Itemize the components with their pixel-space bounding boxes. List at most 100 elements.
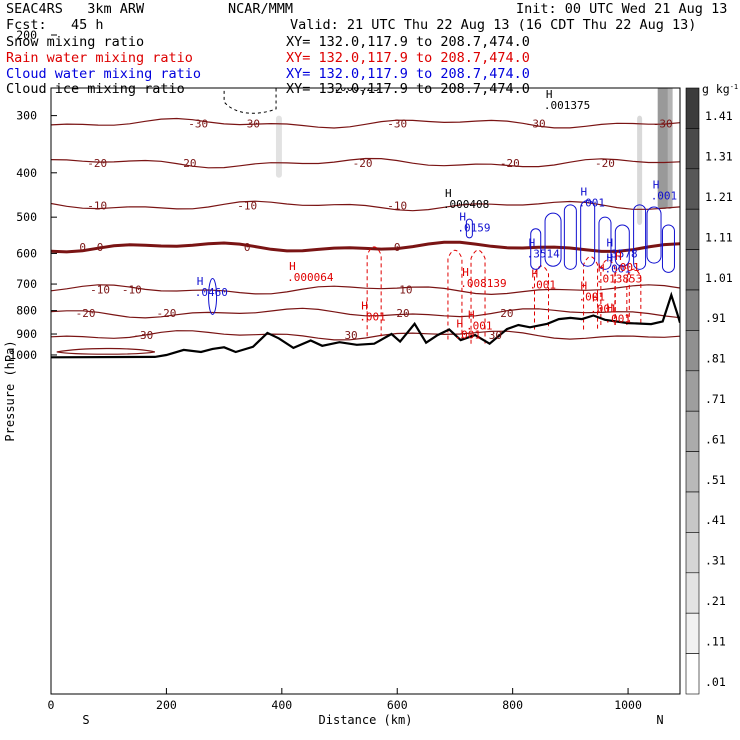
colorbar-segment bbox=[685, 87, 700, 129]
y-tick-label: 300 bbox=[16, 109, 37, 123]
colorbar-label: .21 bbox=[705, 594, 726, 608]
cloud-water-contour bbox=[530, 228, 542, 270]
maximum-value-label: .000523 bbox=[333, 81, 379, 94]
maximum-value-label: .001 bbox=[613, 261, 640, 274]
temperature-contour-label: -20 bbox=[156, 307, 176, 320]
maximum-value-label: .000064 bbox=[287, 271, 334, 284]
maximum-marker: H bbox=[459, 211, 466, 224]
colorbar-unit-exponent: -1 bbox=[730, 83, 738, 91]
colorbar-segment bbox=[685, 249, 700, 291]
maximum-marker: H bbox=[607, 237, 614, 250]
rain-contour bbox=[626, 268, 642, 325]
x-tick-label: 1000 bbox=[614, 698, 642, 712]
snow-shading bbox=[275, 115, 282, 178]
y-tick-label: 700 bbox=[16, 277, 37, 291]
maximum-value-label: .001 bbox=[579, 197, 606, 210]
temperature-contour-label: 30 bbox=[489, 329, 502, 342]
colorbar-segment bbox=[685, 532, 700, 574]
field-ice-name: Cloud ice mixing ratio bbox=[6, 81, 185, 97]
field-snow-name: Snow mixing ratio bbox=[6, 34, 145, 50]
field-snow-xy: XY= 132.0,117.9 to 208.7,474.0 bbox=[286, 34, 530, 50]
init-time: Init: 00 UTC Wed 21 Aug 13 bbox=[516, 1, 728, 17]
x-tick-label: 400 bbox=[271, 698, 292, 712]
colorbar-label: .41 bbox=[705, 513, 726, 527]
temperature-contour bbox=[51, 30, 680, 40]
snow-shading bbox=[291, 14, 295, 71]
colorbar-label: .91 bbox=[705, 311, 726, 325]
maximum-value-label: .001 bbox=[605, 313, 632, 326]
field-cloud-name: Cloud water mixing ratio bbox=[6, 66, 202, 82]
x-axis-label: Distance (km) bbox=[319, 713, 413, 727]
temperature-contour bbox=[51, 284, 680, 296]
x-tick-label: 0 bbox=[48, 698, 55, 712]
colorbar-segment bbox=[685, 128, 700, 170]
plot-frame bbox=[50, 87, 681, 695]
rain-contour bbox=[366, 246, 382, 337]
y-tick-label: 500 bbox=[16, 210, 37, 224]
y-tick-label: 1000 bbox=[9, 348, 37, 362]
maximum-marker: H bbox=[462, 266, 469, 279]
temperature-contour bbox=[51, 307, 680, 319]
temperature-contour-label: -30 bbox=[526, 117, 546, 130]
org-label: NCAR/MMM bbox=[228, 1, 294, 17]
maximum-value-label: .013853 bbox=[596, 272, 642, 285]
maximum-marker: H bbox=[468, 309, 475, 322]
maximum-marker: H bbox=[361, 299, 368, 312]
maximum-marker: H bbox=[592, 292, 599, 305]
colorbar-label: 1.21 bbox=[705, 190, 733, 204]
maximum-value-label: .001 bbox=[579, 290, 606, 303]
y-tick-label: 600 bbox=[16, 246, 37, 260]
y-tick-label: 900 bbox=[16, 327, 37, 341]
maximum-value-label: .3578 bbox=[605, 248, 638, 261]
cloud-water-contour bbox=[614, 224, 630, 267]
maximum-marker: H bbox=[249, 21, 256, 34]
colorbar-segment bbox=[685, 653, 700, 695]
x-tick-label: 600 bbox=[387, 698, 408, 712]
y-axis-label: Pressure (hPa) bbox=[3, 340, 17, 441]
colorbar-label: 1.41 bbox=[705, 109, 733, 123]
valid-time: Valid: 21 UTC Thu 22 Aug 13 (16 CDT Thu … bbox=[290, 17, 697, 33]
field-rain-xy: XY= 132.0,117.9 to 208.7,474.0 bbox=[286, 50, 530, 66]
model-title: SEAC4RS 3km ARW bbox=[6, 1, 145, 17]
maximum-value-label: .001 bbox=[590, 303, 617, 316]
maximum-value-label: .000639 bbox=[639, 49, 685, 62]
temperature-contour-label: -10 bbox=[90, 284, 110, 297]
rain-contour bbox=[614, 265, 630, 325]
temperature-contour-label: -20 bbox=[353, 157, 373, 170]
colorbar-unit: g kg-1 bbox=[702, 82, 738, 96]
temperature-contour-label: -20 bbox=[177, 157, 197, 170]
cloud-water-contour bbox=[633, 204, 647, 270]
x-tick-label: 800 bbox=[502, 698, 523, 712]
maximum-marker: H bbox=[607, 302, 614, 315]
rain-contour bbox=[470, 249, 486, 344]
temperature-contour bbox=[51, 200, 680, 212]
temperature-contour-label: 0 bbox=[394, 241, 401, 254]
maximum-value-label: .008139 bbox=[460, 277, 506, 290]
colorbar-label: .31 bbox=[705, 554, 726, 568]
maximum-marker: H bbox=[581, 279, 588, 292]
temperature-contour-label: 0 bbox=[244, 241, 251, 254]
cloud-water-contour bbox=[563, 204, 577, 270]
field-cloud-xy: XY= 132.0,117.9 to 208.7,474.0 bbox=[286, 66, 530, 82]
maximum-marker: H bbox=[607, 251, 614, 264]
temperature-contour-label: -10 bbox=[87, 200, 107, 213]
temperature-contour-label: -30 bbox=[188, 117, 208, 130]
temperature-contour-label: -20 bbox=[500, 157, 520, 170]
maximum-value-label: .001 bbox=[651, 190, 678, 203]
maximum-value-label: .001375 bbox=[544, 99, 590, 112]
colorbar-segment bbox=[685, 330, 700, 372]
colorbar-label: 1.01 bbox=[705, 271, 733, 285]
colorbar-segment bbox=[685, 208, 700, 250]
colorbar-label: .51 bbox=[705, 473, 726, 487]
temperature-contour-label: 30 bbox=[344, 329, 357, 342]
x-tick-label: 200 bbox=[156, 698, 177, 712]
maximum-value-label: .3514 bbox=[527, 247, 560, 260]
colorbar-label: .81 bbox=[705, 352, 726, 366]
maximum-marker: H bbox=[456, 317, 463, 330]
colorbar-segment bbox=[685, 168, 700, 210]
temperature-contour-label: -20 bbox=[595, 157, 615, 170]
colorbar-label: .61 bbox=[705, 432, 726, 446]
maximum-marker: H bbox=[532, 267, 539, 280]
temperature-contour-label: -20 bbox=[76, 307, 96, 320]
